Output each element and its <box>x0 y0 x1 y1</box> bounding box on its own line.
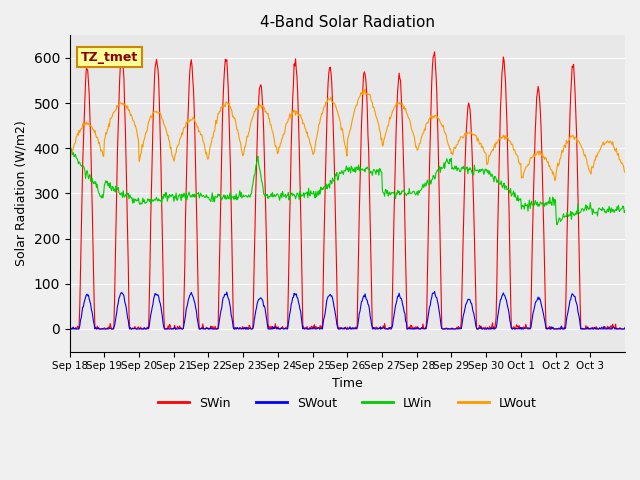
Text: TZ_tmet: TZ_tmet <box>81 50 138 64</box>
Y-axis label: Solar Radiation (W/m2): Solar Radiation (W/m2) <box>15 120 28 266</box>
Legend: SWin, SWout, LWin, LWout: SWin, SWout, LWin, LWout <box>153 392 541 415</box>
Title: 4-Band Solar Radiation: 4-Band Solar Radiation <box>260 15 435 30</box>
X-axis label: Time: Time <box>332 377 363 390</box>
